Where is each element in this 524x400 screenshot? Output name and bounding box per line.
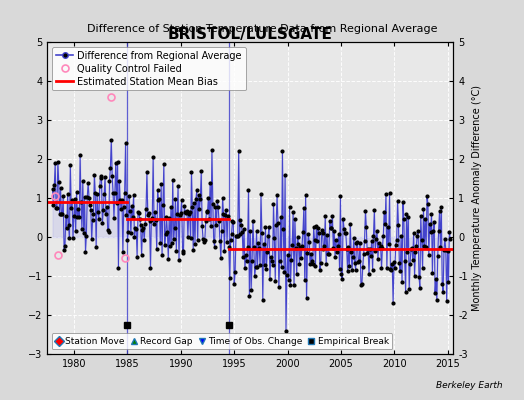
- Legend: Station Move, Record Gap, Time of Obs. Change, Empirical Break: Station Move, Record Gap, Time of Obs. C…: [52, 333, 392, 350]
- Text: Difference of Station Temperature Data from Regional Average: Difference of Station Temperature Data f…: [87, 24, 437, 34]
- Text: Berkeley Earth: Berkeley Earth: [436, 381, 503, 390]
- Title: BRISTOL/LULSGATE: BRISTOL/LULSGATE: [168, 27, 333, 42]
- Y-axis label: Monthly Temperature Anomaly Difference (°C): Monthly Temperature Anomaly Difference (…: [472, 85, 482, 311]
